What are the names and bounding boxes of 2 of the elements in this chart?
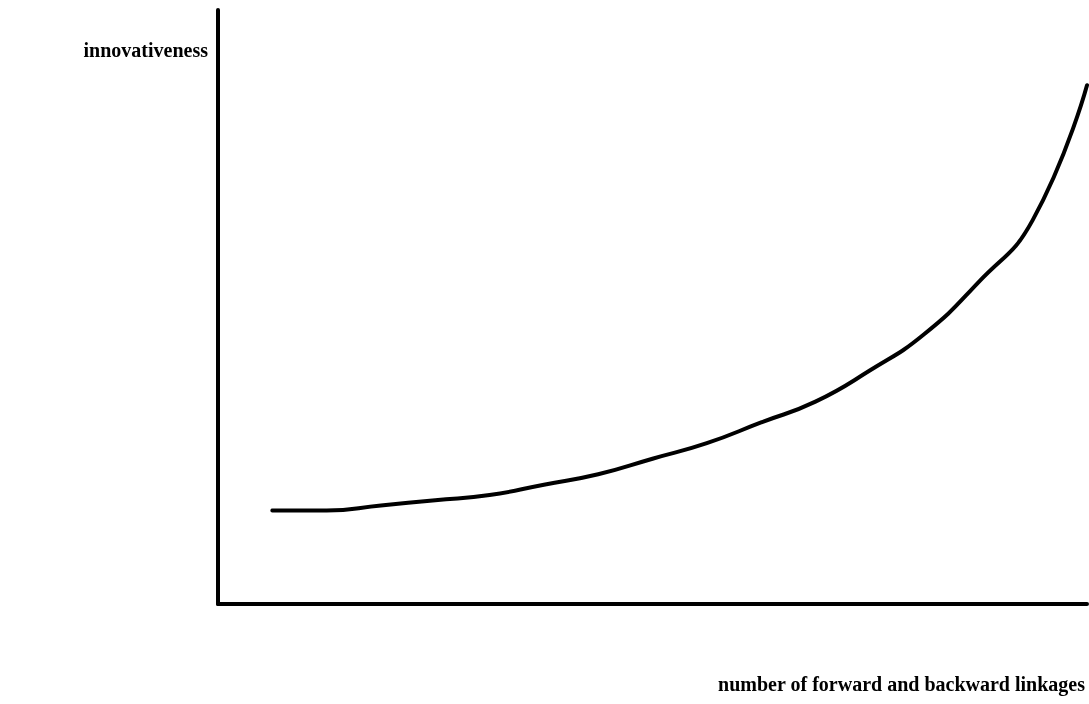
y-axis-title: innovativeness bbox=[83, 39, 209, 61]
x-axis-title: number of forward and backward linkages bbox=[718, 673, 1086, 696]
